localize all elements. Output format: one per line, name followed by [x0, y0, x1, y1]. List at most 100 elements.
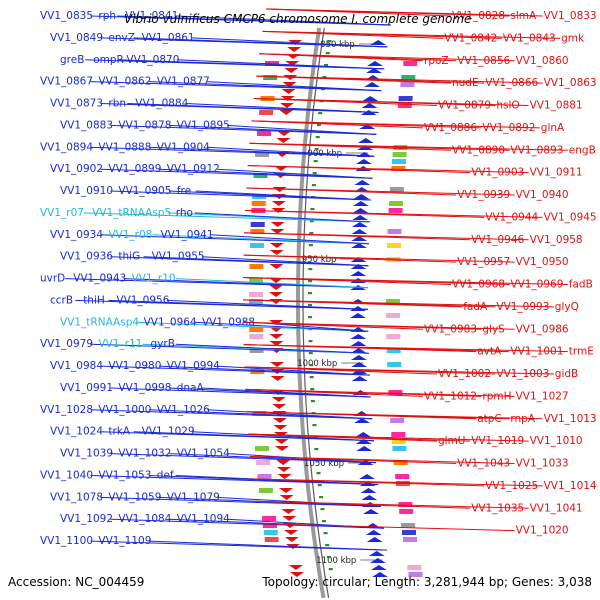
reverse-gene-mark: [271, 201, 286, 206]
minor-tick: [308, 244, 313, 247]
reverse-gene-mark: [276, 467, 291, 472]
reverse-gene-mark: [282, 82, 297, 87]
minor-tick: [311, 184, 316, 187]
reverse-gene-mark: [269, 334, 284, 339]
feature-box: [253, 173, 268, 178]
feature-box: [262, 516, 277, 521]
gene-label: rho: [176, 207, 193, 219]
reverse-gene-mark: [271, 397, 286, 402]
forward-gene-mark: [350, 355, 367, 360]
rna-label: VV1_tRNAAsp5: [92, 207, 171, 219]
forward-gene-mark: [351, 362, 368, 367]
feature-box: [393, 460, 408, 465]
feature-box: [391, 432, 406, 437]
gene-label: gidB: [555, 368, 578, 380]
forward-gene-mark: [354, 180, 371, 185]
feature-box: [395, 474, 410, 479]
gene-label: rnpA: [510, 413, 535, 425]
forward-gene-mark: [355, 439, 372, 444]
leader-line-layer: [65, 8, 568, 551]
gene-label: VV1_1025: [485, 480, 538, 492]
feature-box: [263, 75, 278, 80]
gene-label: VV1_0867: [40, 76, 93, 88]
leader-line: [148, 540, 387, 551]
gene-label: VV1_0945: [544, 211, 597, 223]
gene-label: VV1_0886: [424, 122, 477, 134]
leader-line: [257, 523, 515, 532]
leader-line: [242, 299, 463, 308]
gene-label: greB: [60, 54, 84, 66]
reverse-gene-mark: [280, 103, 294, 108]
leader-line: [191, 37, 388, 48]
reverse-gene-mark: [269, 292, 283, 297]
feature-box: [251, 201, 266, 206]
leader-line: [194, 212, 370, 223]
minor-tick: [325, 52, 330, 55]
feature-box: [250, 222, 265, 227]
gene-label: VV1_1053: [98, 470, 151, 482]
minor-tick: [309, 232, 314, 235]
minor-tick: [308, 352, 313, 355]
leader-line: [210, 234, 370, 245]
gene-label: VV1_0843: [503, 32, 556, 44]
gene-label: VV1_0957: [457, 256, 510, 268]
feature-box: [249, 243, 264, 248]
feature-box: [254, 166, 268, 171]
gene-label: VV1_1100: [40, 535, 93, 547]
leader-line: [246, 187, 457, 196]
gene-label: VV1_0994: [167, 360, 220, 372]
gene-label: VV1_0888: [98, 141, 151, 153]
minor-tick: [310, 400, 315, 403]
feature-box: [392, 152, 407, 157]
forward-gene-mark: [350, 271, 367, 276]
minor-tick: [328, 568, 333, 571]
minor-tick: [310, 388, 315, 391]
gene-label: VV1_0890: [452, 144, 505, 156]
minor-tick: [317, 484, 322, 487]
gene-label: VV1_0968: [452, 279, 505, 291]
feature-box: [256, 460, 271, 465]
gene-label: VV1_1028: [40, 404, 93, 416]
reverse-gene-mark: [269, 341, 284, 346]
reverse-gene-mark: [281, 89, 296, 94]
feature-box: [252, 411, 267, 416]
reverse-gene-mark: [287, 47, 302, 52]
forward-gene-mark: [357, 138, 374, 143]
forward-gene-mark: [372, 572, 388, 577]
leader-line: [265, 8, 452, 17]
forward-gene-mark: [368, 551, 385, 556]
gene-label: VV1_0856: [457, 55, 510, 67]
leader-line: [244, 232, 471, 241]
leader-line: [207, 81, 382, 92]
gene-label: VV1_0940: [516, 189, 569, 201]
feature-box: [387, 362, 402, 367]
feature-box: [389, 187, 404, 192]
gene-label: VV1_1032: [118, 448, 171, 460]
gene-label: VV1_0894: [40, 141, 93, 153]
leader-line: [207, 409, 373, 420]
gene-label: gmk: [561, 32, 585, 44]
leader-line: [148, 81, 382, 92]
gene-label: VV1_1035: [471, 502, 524, 514]
gene-label: VV1_0980: [108, 360, 161, 372]
rna-label: VV1_r07: [40, 207, 84, 219]
gene-label: hslO: [496, 100, 519, 112]
feature-box: [392, 159, 406, 164]
reverse-gene-mark: [270, 229, 285, 234]
gene-label: VV1_0941: [161, 229, 214, 241]
gene-label: VV1_0904: [157, 141, 210, 153]
gene-label: VV1_0998: [118, 382, 171, 394]
gene-label: VV1_0881: [530, 100, 583, 112]
forward-gene-mark: [351, 243, 367, 248]
leader-line: [243, 321, 424, 330]
gene-label: VV1_1094: [177, 513, 230, 525]
gene-label: rpoZ: [424, 55, 449, 67]
leader-line: [244, 366, 438, 375]
feature-box: [386, 299, 400, 304]
reverse-gene-mark: [284, 530, 298, 535]
forward-gene-mark: [351, 222, 368, 227]
reverse-gene-mark: [275, 446, 289, 451]
leader-line: [253, 98, 438, 106]
feature-box: [249, 292, 263, 297]
rna-label: VV1_r11: [98, 338, 142, 350]
